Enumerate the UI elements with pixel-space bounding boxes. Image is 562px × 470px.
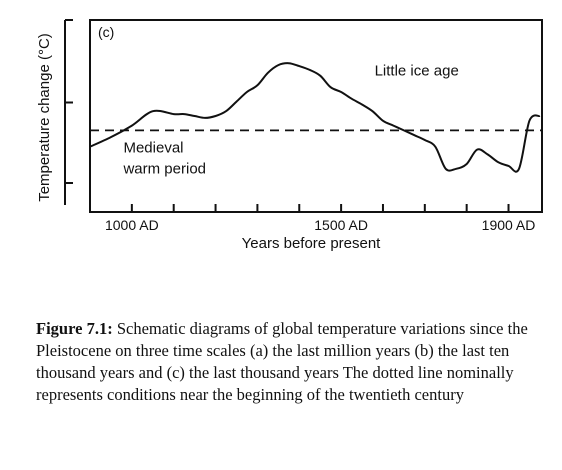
temperature-series-line xyxy=(89,62,541,173)
chart-text-layer: 1000 AD 1500 AD 1900 AD (c) Little ice age Me… xyxy=(36,24,535,252)
annotation-label: Little ice age xyxy=(375,63,459,80)
y-axis-title: Temperature change (°C) xyxy=(36,33,53,202)
x-tick-label: 1000 AD xyxy=(105,217,159,233)
plot-frame xyxy=(89,19,543,213)
figure-caption-text: Schematic diagrams of global temperature… xyxy=(36,319,528,404)
chart-frame xyxy=(64,19,543,213)
figure-label: Figure 7.1: xyxy=(36,319,113,338)
panel-label: (c) xyxy=(98,24,114,40)
x-axis-title: Years before present xyxy=(242,235,382,252)
figure-caption: Figure 7.1: Schematic diagrams of global… xyxy=(36,318,552,406)
x-tick-label: 1500 AD xyxy=(314,217,368,233)
axis-ticks xyxy=(65,19,510,212)
annotation-label: warm period xyxy=(122,161,206,178)
annotation-label: Medieval xyxy=(123,139,183,156)
temperature-chart: 1000 AD 1500 AD 1900 AD (c) Little ice age Me… xyxy=(36,19,543,252)
x-tick-label: 1900 AD xyxy=(482,217,536,233)
series-layer xyxy=(89,62,541,173)
